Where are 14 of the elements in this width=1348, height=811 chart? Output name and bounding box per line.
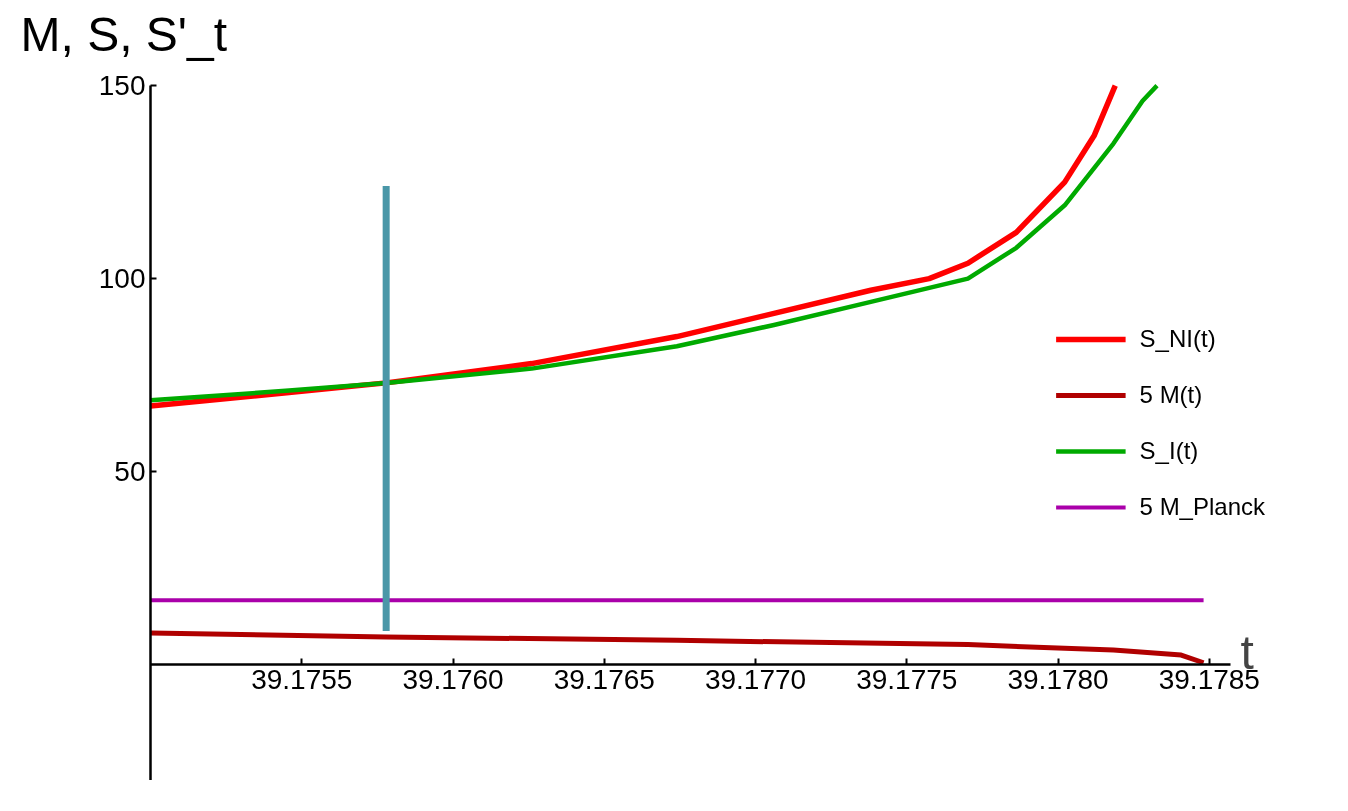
legend-label: S_NI(t) (1139, 324, 1216, 353)
y-tick-label: 100 (98, 263, 146, 295)
x-tick-label: 39.1780 (1007, 663, 1109, 695)
legend-label: 5 M_Planck (1139, 492, 1265, 521)
y-axis-title: M, S, S'_t (20, 7, 228, 61)
x-tick-label: 39.1770 (704, 663, 807, 695)
legend-label: S_I(t) (1139, 436, 1199, 465)
x-tick-label: 39.1760 (402, 663, 504, 695)
x-tick-label: 39.1775 (856, 663, 958, 695)
x-tick-label: 39.1755 (251, 663, 353, 695)
x-tick-label: 39.1765 (553, 663, 655, 695)
y-tick-label: 150 (98, 70, 146, 102)
y-tick-label: 50 (114, 456, 146, 488)
legend-label: 5 M(t) (1139, 380, 1203, 409)
